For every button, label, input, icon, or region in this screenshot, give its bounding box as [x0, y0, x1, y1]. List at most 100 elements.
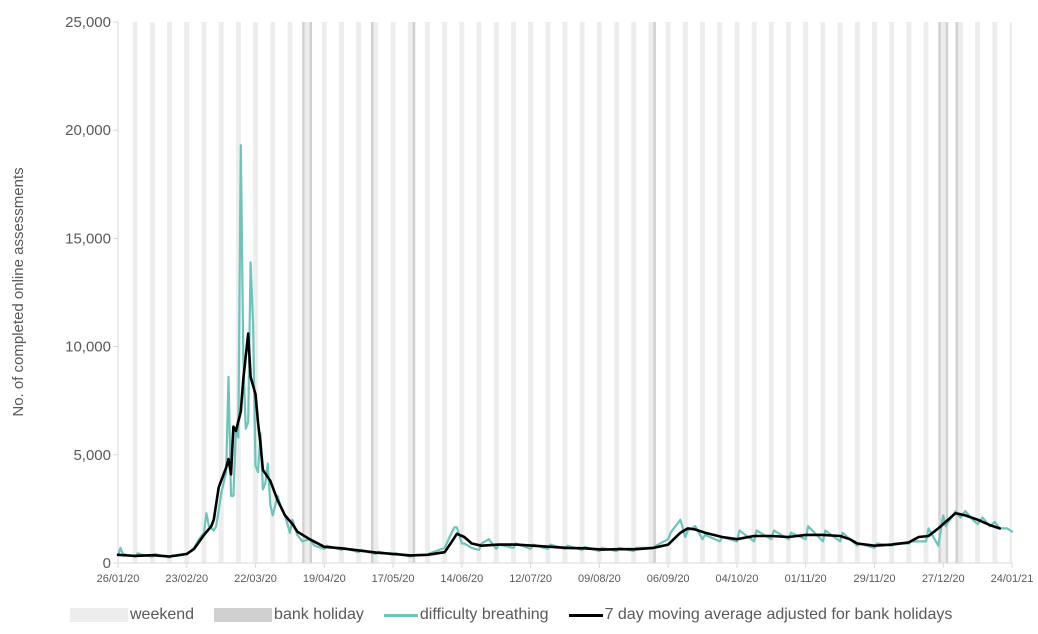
- weekend-band: [407, 22, 413, 563]
- weekend-band: [201, 22, 207, 563]
- legend: weekend bank holiday difficulty breathin…: [70, 600, 1030, 630]
- weekend-band: [562, 22, 568, 563]
- legend-item-moving-average: 7 day moving average adjusted for bank h…: [568, 606, 953, 624]
- bank-holiday-band: [653, 22, 656, 563]
- weekend-band: [820, 22, 826, 563]
- legend-swatch-bank-holiday: [214, 608, 273, 622]
- weekend-band: [906, 22, 912, 563]
- weekend-band: [149, 22, 155, 563]
- weekend-band: [975, 22, 981, 563]
- weekend-band: [167, 22, 173, 563]
- weekend-band: [218, 22, 224, 563]
- weekend-band: [717, 22, 723, 563]
- x-tick-label: 04/10/20: [716, 573, 759, 585]
- weekend-band: [889, 22, 895, 563]
- weekend-band: [545, 22, 551, 563]
- weekend-band: [476, 22, 482, 563]
- weekend-band: [304, 22, 310, 563]
- weekend-band: [854, 22, 860, 563]
- bank-holiday-band: [302, 22, 305, 563]
- bank-holiday-band: [938, 22, 941, 563]
- weekend-band: [768, 22, 774, 563]
- weekend-band: [734, 22, 740, 563]
- y-tick-label: 15,000: [65, 230, 111, 247]
- legend-label-moving-average: 7 day moving average adjusted for bank h…: [604, 606, 953, 623]
- weekend-band: [528, 22, 534, 563]
- y-tick-label: 25,000: [65, 14, 111, 31]
- weekend-band: [339, 22, 344, 563]
- weekend-band: [184, 22, 190, 563]
- legend-label-bank-holiday: bank holiday: [274, 606, 364, 623]
- y-tick-label: 20,000: [65, 122, 111, 139]
- weekend-band: [132, 22, 138, 563]
- weekend-band: [614, 22, 620, 563]
- weekend-band: [957, 22, 963, 563]
- x-tick-label: 22/03/20: [234, 573, 277, 585]
- weekend-band: [631, 22, 637, 563]
- x-tick-label: 23/02/20: [165, 573, 208, 585]
- x-tick-label: 01/11/20: [785, 573, 827, 585]
- legend-item-bank-holiday: bank holiday: [214, 606, 364, 624]
- bank-holiday-band: [955, 22, 958, 563]
- weekend-band: [803, 22, 809, 563]
- weekend-band: [700, 22, 705, 563]
- bank-holiday-band: [370, 22, 374, 563]
- axes: 0 5,000 10,000 15,000 20,000 25,000 26/01/20 23…: [65, 14, 1033, 585]
- weekend-band: [1009, 22, 1012, 563]
- y-tick-label: 0: [103, 555, 111, 572]
- weekend-band: [648, 22, 654, 563]
- background-shading: [132, 22, 1012, 563]
- legend-swatch-weekend: [70, 608, 128, 622]
- weekend-band: [786, 22, 791, 563]
- weekend-band: [493, 22, 499, 563]
- y-axis-label: No. of completed online assessments: [10, 167, 27, 416]
- weekend-band: [321, 22, 327, 563]
- weekend-band: [923, 22, 929, 563]
- y-tick-label: 5,000: [73, 447, 111, 464]
- legend-swatch-moving-average: [568, 613, 603, 617]
- weekend-band: [837, 22, 843, 563]
- series-lines: [116, 144, 1014, 559]
- x-tick-label: 29/11/20: [853, 573, 895, 585]
- x-tick-label: 24/01/21: [991, 573, 1034, 585]
- weekend-band: [510, 22, 516, 563]
- legend-item-difficulty-breathing: difficulty breathing: [383, 606, 549, 624]
- weekend-band: [665, 22, 671, 563]
- weekend-band: [442, 22, 448, 563]
- x-tick-label: 09/08/20: [578, 573, 621, 585]
- weekend-band: [373, 22, 379, 563]
- weekend-band: [356, 22, 362, 563]
- weekend-band: [390, 22, 396, 563]
- weekend-band: [287, 22, 293, 563]
- y-tick-label: 10,000: [65, 339, 111, 356]
- weekend-band: [682, 22, 688, 563]
- x-tick-label: 14/06/20: [440, 573, 483, 585]
- weekend-band: [940, 22, 946, 563]
- weekend-band: [872, 22, 877, 563]
- x-tick-label: 26/01/20: [97, 573, 140, 585]
- legend-label-difficulty-breathing: difficulty breathing: [419, 606, 549, 623]
- weekend-band: [425, 22, 430, 563]
- weekend-band: [992, 22, 998, 563]
- x-tick-label: 17/05/20: [372, 573, 415, 585]
- weekend-band: [253, 22, 258, 563]
- x-tick-label: 27/12/20: [922, 573, 965, 585]
- legend-item-weekend: weekend: [70, 606, 194, 624]
- legend-swatch-difficulty-breathing: [383, 613, 418, 617]
- weekend-band: [596, 22, 602, 563]
- series-line-moving-average: [116, 332, 1002, 558]
- series-line-difficulty-breathing: [116, 144, 1014, 559]
- bank-holiday-band: [309, 22, 313, 563]
- bank-holiday-band: [945, 22, 949, 563]
- x-tick-label: 12/07/20: [509, 573, 552, 585]
- weekend-band: [270, 22, 276, 563]
- chart-svg: 0 5,000 10,000 15,000 20,000 25,000 26/01/20 23…: [10, 14, 1033, 585]
- weekend-band: [235, 22, 241, 563]
- bank-holiday-band: [412, 22, 416, 563]
- x-tick-label: 06/09/20: [647, 573, 690, 585]
- weekend-band: [751, 22, 757, 563]
- weekend-band: [579, 22, 585, 563]
- legend-label-weekend: weekend: [130, 606, 195, 623]
- x-tick-label: 19/04/20: [303, 573, 346, 585]
- weekend-band: [459, 22, 465, 563]
